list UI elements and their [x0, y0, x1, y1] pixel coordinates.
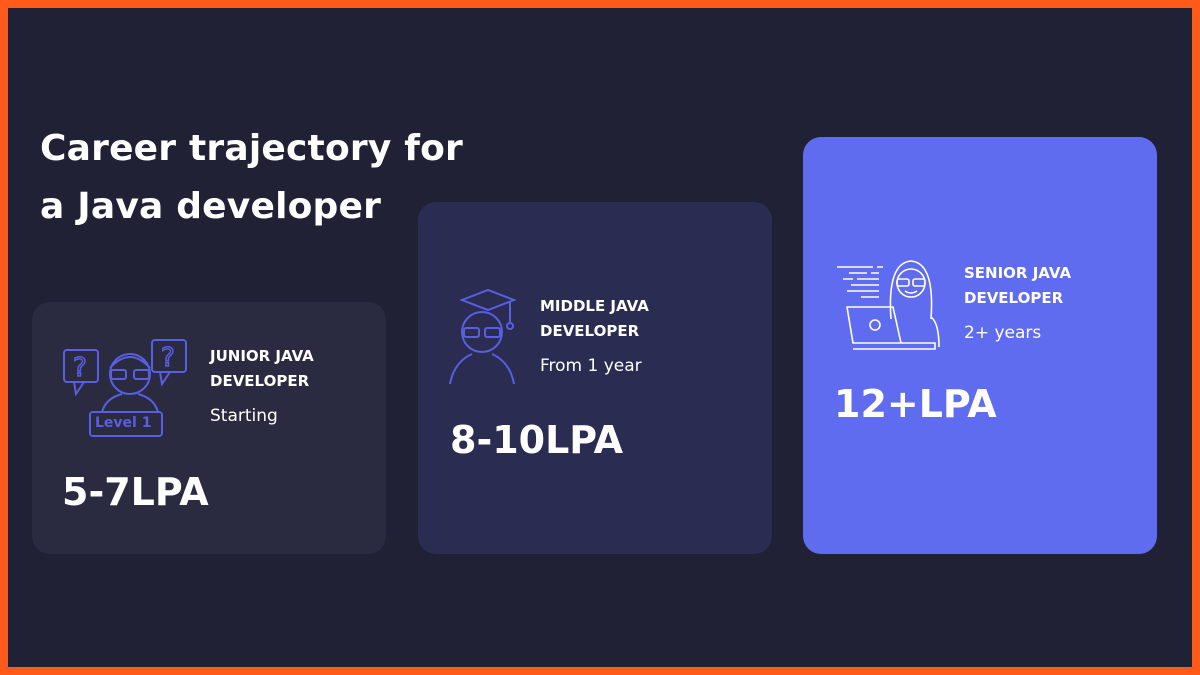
role-title: SENIOR JAVA DEVELOPER — [964, 261, 1071, 311]
graduate-developer-icon — [449, 288, 517, 385]
confused-developer-icon: ? ? — [63, 339, 187, 437]
role-line-1: SENIOR JAVA — [964, 264, 1072, 282]
page-title: Career trajectory for a Java developer — [40, 120, 463, 236]
senior-card: SENIOR JAVA DEVELOPER 2+ years 12+LPA — [803, 137, 1157, 554]
salary: 5-7LPA — [62, 470, 209, 514]
role-line-2: DEVELOPER — [210, 372, 310, 390]
role-line-2: DEVELOPER — [964, 289, 1064, 307]
level-badge-text: Level 1 — [95, 415, 152, 431]
role-title: MIDDLE JAVA DEVELOPER — [540, 294, 649, 344]
svg-text:?: ? — [73, 353, 87, 383]
experience: 2+ years — [964, 323, 1042, 343]
junior-card: ? ? Level 1 JUNIOR JAVA DEVELOPER Starti… — [32, 302, 386, 554]
salary: 12+LPA — [834, 382, 997, 426]
role-line-2: DEVELOPER — [540, 322, 640, 340]
experience: From 1 year — [540, 356, 642, 376]
title-line-1: Career trajectory for — [40, 128, 463, 169]
coder-laptop-icon — [837, 260, 940, 350]
middle-card: MIDDLE JAVA DEVELOPER From 1 year 8-10LP… — [418, 202, 772, 554]
svg-text:?: ? — [161, 343, 175, 373]
experience: Starting — [210, 406, 278, 426]
role-line-1: JUNIOR JAVA — [210, 347, 314, 365]
salary: 8-10LPA — [450, 418, 624, 462]
role-title: JUNIOR JAVA DEVELOPER — [210, 344, 314, 394]
role-line-1: MIDDLE JAVA — [540, 297, 649, 315]
title-line-2: a Java developer — [40, 186, 382, 227]
